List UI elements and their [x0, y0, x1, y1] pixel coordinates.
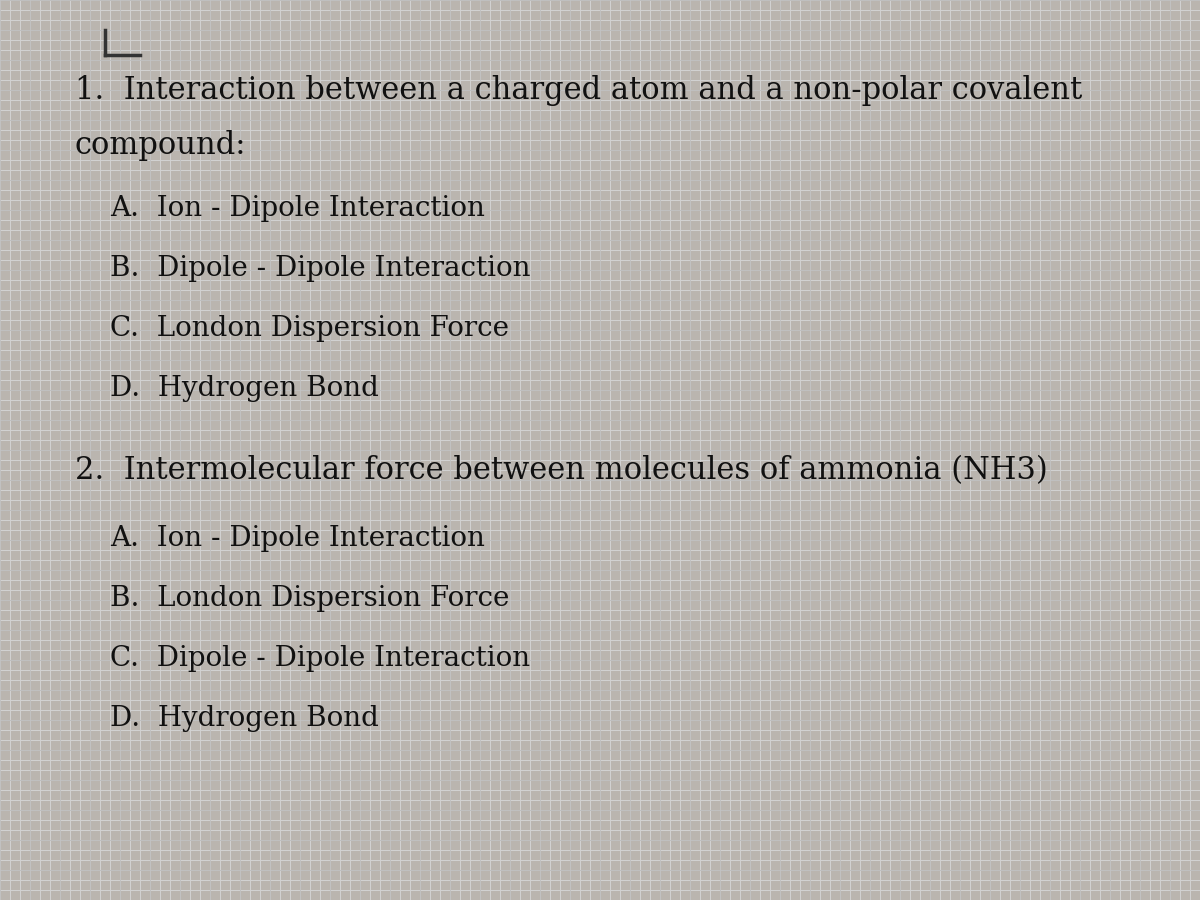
Text: C.  Dipole - Dipole Interaction: C. Dipole - Dipole Interaction	[110, 645, 530, 672]
Text: compound:: compound:	[74, 130, 246, 161]
Text: D.  Hydrogen Bond: D. Hydrogen Bond	[110, 705, 379, 732]
Text: C.  London Dispersion Force: C. London Dispersion Force	[110, 315, 509, 342]
Text: 2.  Intermolecular force between molecules of ammonia (NH3): 2. Intermolecular force between molecule…	[74, 455, 1048, 486]
Text: D.  Hydrogen Bond: D. Hydrogen Bond	[110, 375, 379, 402]
Text: B.  Dipole - Dipole Interaction: B. Dipole - Dipole Interaction	[110, 255, 530, 282]
Text: A.  Ion - Dipole Interaction: A. Ion - Dipole Interaction	[110, 195, 485, 222]
Text: A.  Ion - Dipole Interaction: A. Ion - Dipole Interaction	[110, 525, 485, 552]
Text: B.  London Dispersion Force: B. London Dispersion Force	[110, 585, 509, 612]
Text: 1.  Interaction between a charged atom and a non-polar covalent: 1. Interaction between a charged atom an…	[74, 75, 1082, 106]
